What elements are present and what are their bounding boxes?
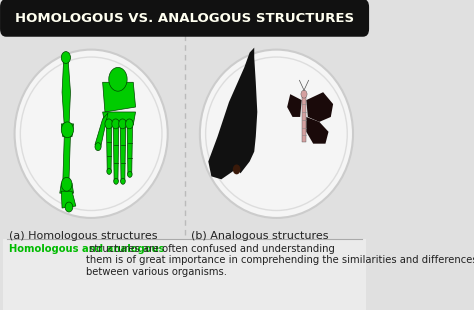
Polygon shape (61, 191, 76, 208)
Circle shape (107, 168, 111, 174)
Circle shape (65, 202, 73, 212)
Text: (a) Homologous structures: (a) Homologous structures (9, 231, 158, 241)
Circle shape (61, 122, 73, 138)
Circle shape (109, 68, 127, 91)
Circle shape (118, 119, 127, 129)
Circle shape (95, 143, 101, 151)
Text: (b) Analogous structures: (b) Analogous structures (191, 231, 328, 241)
Polygon shape (302, 97, 306, 142)
Circle shape (114, 178, 118, 184)
Polygon shape (60, 183, 73, 193)
Polygon shape (287, 94, 302, 117)
Polygon shape (107, 127, 112, 171)
Ellipse shape (200, 50, 353, 218)
Text: structures are often confused and understanding
them is of great importance in c: structures are often confused and unders… (86, 244, 474, 277)
Polygon shape (208, 48, 257, 179)
Circle shape (301, 90, 307, 98)
Circle shape (112, 119, 119, 129)
Polygon shape (127, 127, 133, 174)
Circle shape (120, 178, 125, 184)
Text: Homologous and analogous: Homologous and analogous (9, 244, 165, 254)
Polygon shape (120, 127, 126, 181)
FancyBboxPatch shape (0, 0, 369, 37)
Polygon shape (103, 82, 136, 112)
Ellipse shape (15, 50, 168, 218)
Circle shape (128, 171, 132, 177)
Polygon shape (103, 112, 136, 125)
Polygon shape (63, 134, 71, 181)
Polygon shape (95, 113, 108, 148)
Polygon shape (61, 124, 73, 137)
Circle shape (126, 119, 133, 129)
Circle shape (61, 177, 72, 191)
Polygon shape (306, 117, 328, 144)
Text: HOMOLOGOUS VS. ANALOGOUS STRUCTURES: HOMOLOGOUS VS. ANALOGOUS STRUCTURES (15, 12, 354, 25)
Polygon shape (113, 127, 118, 181)
Polygon shape (62, 60, 71, 127)
Circle shape (233, 165, 240, 174)
Circle shape (61, 51, 71, 64)
FancyBboxPatch shape (3, 239, 366, 310)
Circle shape (105, 119, 113, 129)
Polygon shape (306, 92, 333, 122)
